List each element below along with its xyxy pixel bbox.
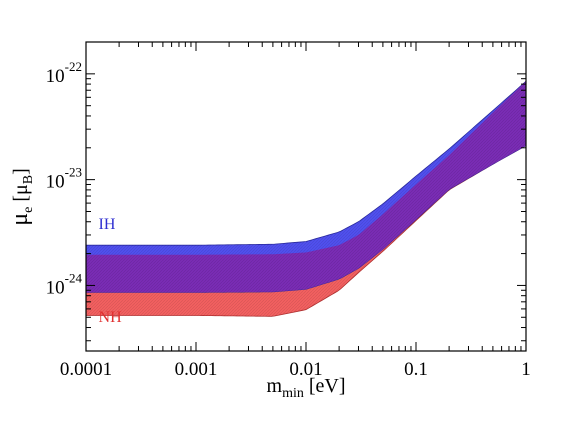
ih-label: IH xyxy=(99,216,116,233)
x-tick-label: 1 xyxy=(521,359,531,380)
x-axis-label: mmin [eV] xyxy=(267,375,346,401)
y-axis-label: μe [μB] xyxy=(7,168,36,226)
band-hatch xyxy=(86,81,526,317)
x-tick-label: 0.001 xyxy=(175,359,218,380)
x-tick-label: 0.01 xyxy=(289,359,322,380)
bands xyxy=(86,80,526,317)
x-tick-label: 0.1 xyxy=(404,359,428,380)
y-tick-label: 10-23 xyxy=(46,165,82,193)
x-tick-label: 0.0001 xyxy=(60,359,112,380)
y-tick-label: 10-22 xyxy=(46,59,82,87)
nh-label: NH xyxy=(99,309,123,326)
y-tick-label: 10-24 xyxy=(46,270,83,298)
ticks: 0.0001 0.001 0.01 0.1 1 10-24 10-23 10-22 xyxy=(46,41,531,380)
